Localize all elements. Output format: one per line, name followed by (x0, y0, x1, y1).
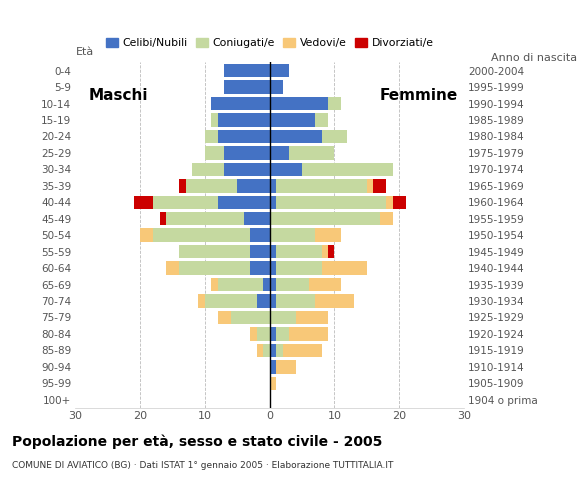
Bar (218, 311, 231, 324)
Bar (386, 195, 393, 209)
Bar (321, 130, 347, 143)
Bar (276, 294, 315, 308)
Bar (270, 294, 276, 308)
Bar (315, 294, 354, 308)
Text: Anno di nascita: Anno di nascita (491, 53, 577, 63)
Bar (270, 146, 289, 160)
Bar (218, 130, 270, 143)
Bar (205, 294, 257, 308)
Bar (263, 278, 270, 291)
Bar (270, 179, 276, 192)
Text: Età: Età (75, 48, 93, 58)
Bar (179, 179, 186, 192)
Bar (270, 113, 315, 127)
Bar (270, 195, 276, 209)
Bar (224, 163, 270, 176)
Bar (289, 327, 328, 341)
Bar (276, 360, 296, 373)
Text: Popolazione per età, sesso e stato civile - 2005: Popolazione per età, sesso e stato civil… (12, 434, 382, 449)
Bar (270, 278, 276, 291)
Bar (270, 212, 380, 226)
Bar (296, 311, 328, 324)
Bar (186, 179, 237, 192)
Bar (380, 212, 393, 226)
Bar (321, 262, 367, 275)
Bar (166, 262, 179, 275)
Bar (270, 311, 296, 324)
Bar (251, 228, 270, 242)
Bar (276, 262, 321, 275)
Bar (270, 80, 282, 94)
Bar (218, 278, 263, 291)
Bar (270, 377, 276, 390)
Bar (270, 360, 276, 373)
Bar (315, 113, 328, 127)
Bar (231, 311, 270, 324)
Bar (270, 163, 302, 176)
Bar (374, 179, 386, 192)
Bar (367, 179, 374, 192)
Bar (237, 179, 270, 192)
Bar (212, 278, 218, 291)
Bar (270, 64, 289, 77)
Bar (205, 130, 218, 143)
Bar (134, 195, 153, 209)
Bar (198, 294, 205, 308)
Bar (276, 245, 321, 258)
Bar (218, 113, 270, 127)
Bar (257, 294, 270, 308)
Bar (276, 179, 367, 192)
Bar (270, 228, 315, 242)
Legend: Celibi/Nubili, Coniugati/e, Vedovi/e, Divorziati/e: Celibi/Nubili, Coniugati/e, Vedovi/e, Di… (102, 33, 438, 52)
Bar (282, 344, 321, 357)
Bar (302, 163, 393, 176)
Bar (270, 130, 321, 143)
Bar (153, 228, 251, 242)
Bar (179, 262, 251, 275)
Bar (393, 195, 406, 209)
Bar (153, 195, 218, 209)
Bar (276, 195, 386, 209)
Bar (289, 146, 335, 160)
Bar (166, 212, 244, 226)
Bar (257, 344, 263, 357)
Bar (257, 327, 270, 341)
Bar (276, 327, 289, 341)
Bar (192, 163, 224, 176)
Bar (224, 146, 270, 160)
Bar (328, 245, 335, 258)
Bar (224, 64, 270, 77)
Bar (270, 327, 276, 341)
Bar (270, 262, 276, 275)
Bar (224, 80, 270, 94)
Bar (328, 97, 341, 110)
Bar (263, 344, 270, 357)
Bar (309, 278, 341, 291)
Bar (140, 228, 153, 242)
Bar (321, 245, 328, 258)
Bar (212, 97, 270, 110)
Bar (270, 245, 276, 258)
Bar (270, 344, 276, 357)
Text: Maschi: Maschi (88, 88, 148, 103)
Bar (270, 97, 328, 110)
Bar (276, 344, 282, 357)
Bar (212, 113, 218, 127)
Bar (179, 245, 251, 258)
Bar (251, 245, 270, 258)
Text: COMUNE DI AVIATICO (BG) · Dati ISTAT 1° gennaio 2005 · Elaborazione TUTTITALIA.I: COMUNE DI AVIATICO (BG) · Dati ISTAT 1° … (12, 461, 393, 470)
Bar (244, 212, 270, 226)
Bar (160, 212, 166, 226)
Bar (205, 146, 224, 160)
Bar (251, 327, 257, 341)
Bar (276, 278, 309, 291)
Bar (251, 262, 270, 275)
Bar (218, 195, 270, 209)
Text: Femmine: Femmine (380, 88, 458, 103)
Bar (315, 228, 341, 242)
